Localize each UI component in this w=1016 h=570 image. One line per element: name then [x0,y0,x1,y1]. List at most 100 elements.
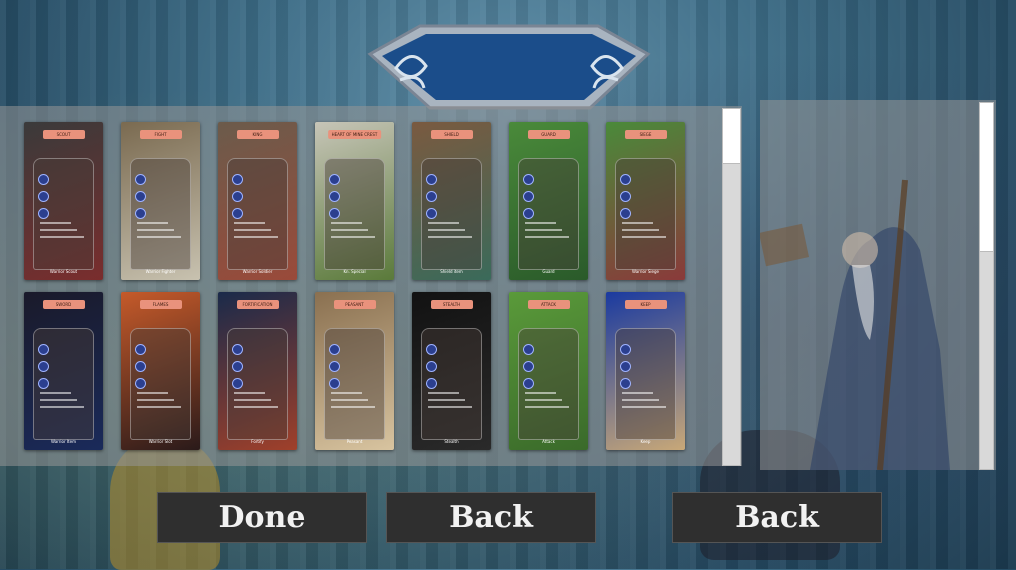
card-name-label: FIGHT [139,130,182,139]
stat-icon [523,191,534,202]
stat-icon [38,208,49,219]
card-description [428,222,479,243]
deck-panel[interactable] [760,100,996,470]
card-tile[interactable]: SHIELD Shield item [412,122,491,280]
card-stat-icons [426,344,437,389]
card-description [331,222,382,243]
stat-icon [620,378,631,389]
stat-icon [329,344,340,355]
card-tile[interactable]: STEALTH Stealth [412,292,491,450]
card-tile[interactable]: KEEP Keep [606,292,685,450]
stat-icon [38,378,49,389]
card-stat-icons [38,174,49,219]
card-name-label: ATTACK [527,300,570,309]
stat-icon [38,191,49,202]
card-type-label: Warrior Slot [148,439,173,444]
card-type-label: Kn. Special [343,269,366,274]
card-name-label: HEART OF MINE CREST [327,130,382,139]
stat-icon [135,361,146,372]
card-name-label: SIEGE [624,130,667,139]
card-stat-icons [232,174,243,219]
stat-icon [38,174,49,185]
card-stat-icons [38,344,49,389]
card-grid: SCOUT Warrior Scout FIGHT Warrior Fighter KI… [24,122,685,450]
card-collection-scrollbar[interactable] [722,108,741,466]
card-tile[interactable]: FLAMES Warrior Slot [121,292,200,450]
stat-icon [620,344,631,355]
card-stat-icons [523,344,534,389]
stat-icon [232,191,243,202]
card-collection-panel[interactable]: SCOUT Warrior Scout FIGHT Warrior Fighter KI… [0,106,742,466]
card-type-label: Warrior Soldier [242,269,273,274]
stat-icon [135,344,146,355]
card-type-label: Attack [542,439,555,444]
done-button[interactable]: Done [157,492,367,543]
card-name-label: STEALTH [430,300,473,309]
stat-icon [426,378,437,389]
card-type-label: Warrior Siege [632,269,659,274]
card-stat-icons [232,344,243,389]
stat-icon [232,361,243,372]
stat-icon [426,344,437,355]
stat-icon [426,191,437,202]
stat-icon [620,361,631,372]
card-name-label: FLAMES [139,300,182,309]
wizard-illustration [760,179,950,470]
card-tile[interactable]: FIGHT Warrior Fighter [121,122,200,280]
card-name-label: KING [236,130,279,139]
card-stat-icons [426,174,437,219]
card-type-label: Warrior Scout [49,269,78,274]
card-stat-icons [135,344,146,389]
card-description [137,222,188,243]
stat-icon [135,191,146,202]
card-tile[interactable]: GUARD Guard [509,122,588,280]
card-description [40,392,91,413]
card-stat-icons [523,174,534,219]
card-name-label: SWORD [42,300,85,309]
stat-icon [620,208,631,219]
card-tile[interactable]: PEASANT Peasant [315,292,394,450]
stat-icon [38,344,49,355]
back-button-secondary[interactable]: Back [672,492,882,543]
card-tile[interactable]: KING Warrior Soldier [218,122,297,280]
stat-icon [426,208,437,219]
deck-scroll-thumb[interactable] [980,103,993,252]
card-description [137,392,188,413]
card-type-label: Shield item [440,269,463,274]
card-description [234,222,285,243]
card-description [622,392,673,413]
card-description [428,392,479,413]
card-tile[interactable]: SCOUT Warrior Scout [24,122,103,280]
card-tile[interactable]: ATTACK Attack [509,292,588,450]
card-tile[interactable]: FORTIFICATION Fortify [218,292,297,450]
stat-icon [426,174,437,185]
stat-icon [523,208,534,219]
card-tile[interactable]: HEART OF MINE CREST Kn. Special [315,122,394,280]
card-collection-scroll-thumb[interactable] [723,109,740,164]
stat-icon [329,174,340,185]
stat-icon [232,378,243,389]
deck-scrollbar[interactable] [979,102,994,470]
stat-icon [620,174,631,185]
stat-icon [232,344,243,355]
stat-icon [329,208,340,219]
stat-icon [135,208,146,219]
back-button[interactable]: Back [386,492,596,543]
stat-icon [426,361,437,372]
card-description [331,392,382,413]
stat-icon [329,191,340,202]
card-type-label: Warrior Fighter [145,269,176,274]
card-tile[interactable]: SWORD Warrior Item [24,292,103,450]
card-stat-icons [620,344,631,389]
stat-icon [135,378,146,389]
card-description [525,222,576,243]
card-name-label: PEASANT [333,300,376,309]
card-type-label: Fortify [251,439,264,444]
card-tile[interactable]: SIEGE Warrior Siege [606,122,685,280]
stat-icon [523,361,534,372]
stat-icon [232,208,243,219]
stat-icon [329,378,340,389]
stat-icon [523,344,534,355]
title-banner [350,24,668,110]
card-stat-icons [135,174,146,219]
